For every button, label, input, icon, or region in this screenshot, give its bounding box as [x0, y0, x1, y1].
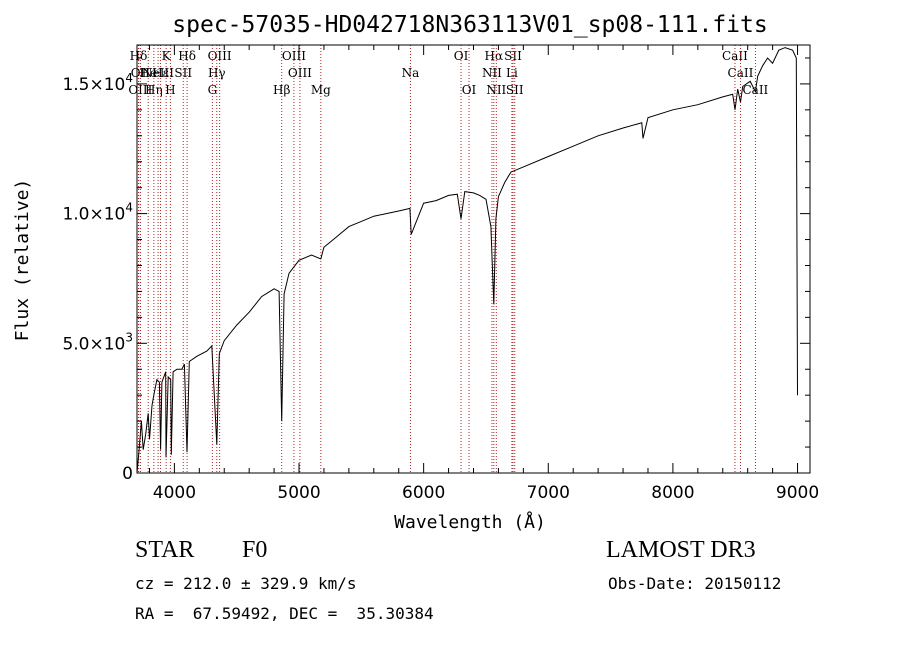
- line-label-24: SII: [504, 49, 522, 63]
- x-tick-label: 7000: [527, 483, 570, 503]
- line-label-9: H: [165, 83, 175, 97]
- chart-title: spec-57035-HD042718N363113V01_sp08-111.f…: [172, 12, 767, 38]
- line-label-12: Hγ: [208, 66, 226, 80]
- object-subclass: F0: [242, 537, 268, 563]
- line-label-25: Li: [506, 66, 518, 80]
- y-axis-label: Flux (relative): [12, 179, 33, 342]
- line-label-20: OI: [462, 83, 477, 97]
- y-tick-label: 0: [122, 464, 133, 484]
- y-tick-label: 1.0×104: [62, 201, 133, 225]
- line-label-16: OIII: [288, 66, 312, 80]
- x-tick-label: 9000: [776, 483, 819, 503]
- line-label-0: Hδ: [130, 49, 148, 63]
- line-label-27: CaII: [722, 49, 748, 63]
- line-label-18: Na: [402, 66, 420, 80]
- line-label-11: OIII: [208, 49, 232, 63]
- observation-date: Obs-Date: 20150112: [608, 574, 782, 593]
- spectrum-line: [136, 47, 798, 474]
- line-label-13: G: [208, 83, 218, 97]
- x-tick-label: 5000: [277, 483, 320, 503]
- line-label-6: NeIII: [142, 66, 174, 80]
- line-label-5: K: [162, 49, 172, 63]
- line-label-26: SII: [506, 83, 524, 97]
- object-class: STAR: [135, 537, 195, 563]
- line-label-8: SII: [174, 66, 192, 80]
- line-label-15: OIII: [282, 49, 306, 63]
- line-label-23: NII: [486, 83, 506, 97]
- line-label-2: OIII: [128, 83, 152, 97]
- line-label-14: Hβ: [273, 83, 290, 97]
- x-axis-label: Wavelength (Å): [394, 511, 546, 533]
- line-label-3: He: [139, 66, 157, 80]
- line-label-21: Hα: [485, 49, 504, 63]
- line-label-28: CaII: [728, 66, 754, 80]
- x-tick-label: 6000: [402, 483, 445, 503]
- plot-frame: [136, 44, 811, 474]
- line-label-22: NII: [482, 66, 502, 80]
- survey-name: LAMOST DR3: [606, 537, 756, 563]
- redshift-cz: cz = 212.0 ± 329.9 km/s: [135, 574, 357, 593]
- y-tick-label: 5.0×103: [62, 330, 133, 354]
- axis-ticks: 4000 5000 6000 7000 8000 9000 0 5.0×103 1.0×104 1…: [62, 45, 819, 503]
- x-tick-label: 4000: [153, 483, 196, 503]
- line-label-4: Hη: [145, 83, 163, 97]
- line-label-10: Hδ: [178, 49, 196, 63]
- y-tick-label: 1.5×104: [62, 71, 133, 95]
- line-label-19: OI: [454, 49, 469, 63]
- x-tick-label: 8000: [651, 483, 694, 503]
- line-label-17: Mg: [311, 83, 331, 97]
- line-label-7: Hε: [152, 66, 169, 80]
- coordinates: RA = 67.59492, DEC = 35.30384: [135, 604, 434, 623]
